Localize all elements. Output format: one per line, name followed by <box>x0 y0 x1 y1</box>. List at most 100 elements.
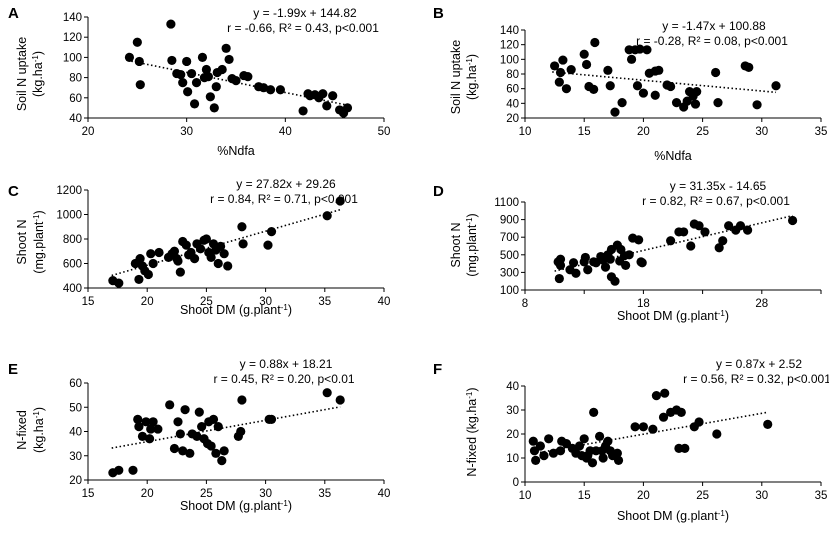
data-point <box>651 391 662 401</box>
y-tick-label: 100 <box>500 285 519 297</box>
y-axis-label: Soil N uptake <box>449 40 463 114</box>
data-point <box>544 434 554 444</box>
data-point <box>635 44 645 54</box>
data-point <box>666 81 676 92</box>
x-tick-label: 35 <box>815 126 828 138</box>
data-point <box>539 451 549 461</box>
y-tick-label: 30 <box>69 451 82 463</box>
data-point <box>169 443 180 454</box>
y-tick-label: 140 <box>500 25 519 37</box>
data-point <box>318 89 328 99</box>
data-point <box>752 100 762 110</box>
x-tick-label: 28 <box>755 298 768 310</box>
data-point <box>603 65 613 75</box>
data-point <box>153 424 163 434</box>
data-point <box>185 448 195 458</box>
data-point <box>724 221 734 231</box>
panel-label: D <box>433 183 444 200</box>
y-tick-label: 50 <box>69 402 82 414</box>
data-point <box>676 407 686 417</box>
y-tick-label: 800 <box>63 234 82 246</box>
regression-stats: r = -0.66, R² = 0.43, p<0.001 <box>227 21 379 35</box>
data-point <box>183 87 193 97</box>
data-point <box>206 252 216 262</box>
data-point <box>213 422 223 432</box>
data-point <box>187 68 197 79</box>
data-point <box>298 106 308 116</box>
data-point <box>148 258 158 269</box>
y-tick-label: 700 <box>500 232 519 244</box>
data-point <box>771 81 781 91</box>
x-tick-label: 20 <box>637 126 650 138</box>
data-point <box>694 221 704 231</box>
data-point <box>555 67 566 78</box>
x-tick-label: 20 <box>637 490 650 502</box>
x-tick-label: 40 <box>378 296 391 308</box>
data-point <box>238 239 248 249</box>
data-point <box>744 62 754 72</box>
x-tick-label: 25 <box>696 126 709 138</box>
data-point <box>266 414 277 424</box>
data-point <box>205 92 215 102</box>
data-point <box>195 244 206 254</box>
y-axis-label-units: (mg.plant-1) <box>32 210 47 273</box>
data-point <box>742 225 753 235</box>
data-point <box>165 400 175 410</box>
x-tick-label: 15 <box>578 490 591 502</box>
regression-equation: y = 0.87x + 2.52 <box>716 357 802 371</box>
data-point <box>335 395 345 405</box>
x-tick-label: 20 <box>82 126 95 138</box>
data-point <box>658 412 669 422</box>
data-point <box>589 407 599 417</box>
data-point <box>671 98 682 108</box>
data-point <box>555 446 566 456</box>
x-tick-label: 8 <box>522 298 528 310</box>
y-tick-label: 60 <box>69 93 82 105</box>
data-point <box>263 240 273 250</box>
data-point <box>175 429 185 439</box>
data-point <box>642 45 652 55</box>
x-tick-label: 20 <box>141 488 154 500</box>
data-point <box>135 254 145 264</box>
data-point <box>265 85 276 95</box>
data-point <box>583 265 593 275</box>
data-point <box>182 56 192 67</box>
data-point <box>217 64 227 75</box>
data-point <box>114 278 124 288</box>
data-point <box>173 256 183 266</box>
data-point <box>178 446 188 456</box>
data-point <box>735 221 746 231</box>
data-point <box>197 422 207 432</box>
data-point <box>322 388 332 398</box>
x-axis-label: Shoot DM (g.plant-1) <box>617 509 729 524</box>
data-point <box>587 458 598 468</box>
data-point <box>154 247 164 258</box>
panel-c: C 15 20 25 30 35 40 400 600 800 1000 1200 y = 27.82x… <box>8 177 390 317</box>
data-point <box>531 455 541 465</box>
y-tick-label: 500 <box>500 250 519 262</box>
data-point <box>137 431 148 441</box>
x-tick-label: 18 <box>637 298 650 310</box>
x-tick-label: 20 <box>141 296 154 308</box>
data-point <box>714 243 724 253</box>
y-tick-label: 600 <box>63 259 82 271</box>
y-axis-label: Shoot N <box>449 222 463 267</box>
y-tick-label: 1000 <box>56 210 82 222</box>
regression-equation: y = 31.35x - 14.65 <box>670 179 767 193</box>
data-point <box>176 69 186 80</box>
x-axis-label: Shoot DM (g.plant-1) <box>617 309 729 324</box>
data-point <box>666 236 676 246</box>
data-point <box>610 276 620 286</box>
x-axis-label: %Ndfa <box>217 144 255 158</box>
data-point <box>178 78 188 88</box>
data-point <box>144 434 155 444</box>
data-point <box>180 405 190 415</box>
data-point <box>135 80 145 90</box>
data-point <box>322 101 332 111</box>
data-point <box>621 260 631 270</box>
data-point <box>322 211 332 221</box>
regression-stats: r = -0.28, R² = 0.08, p<0.001 <box>636 34 788 48</box>
data-point <box>590 37 600 48</box>
panel-label: F <box>433 361 442 378</box>
data-point <box>711 67 721 78</box>
